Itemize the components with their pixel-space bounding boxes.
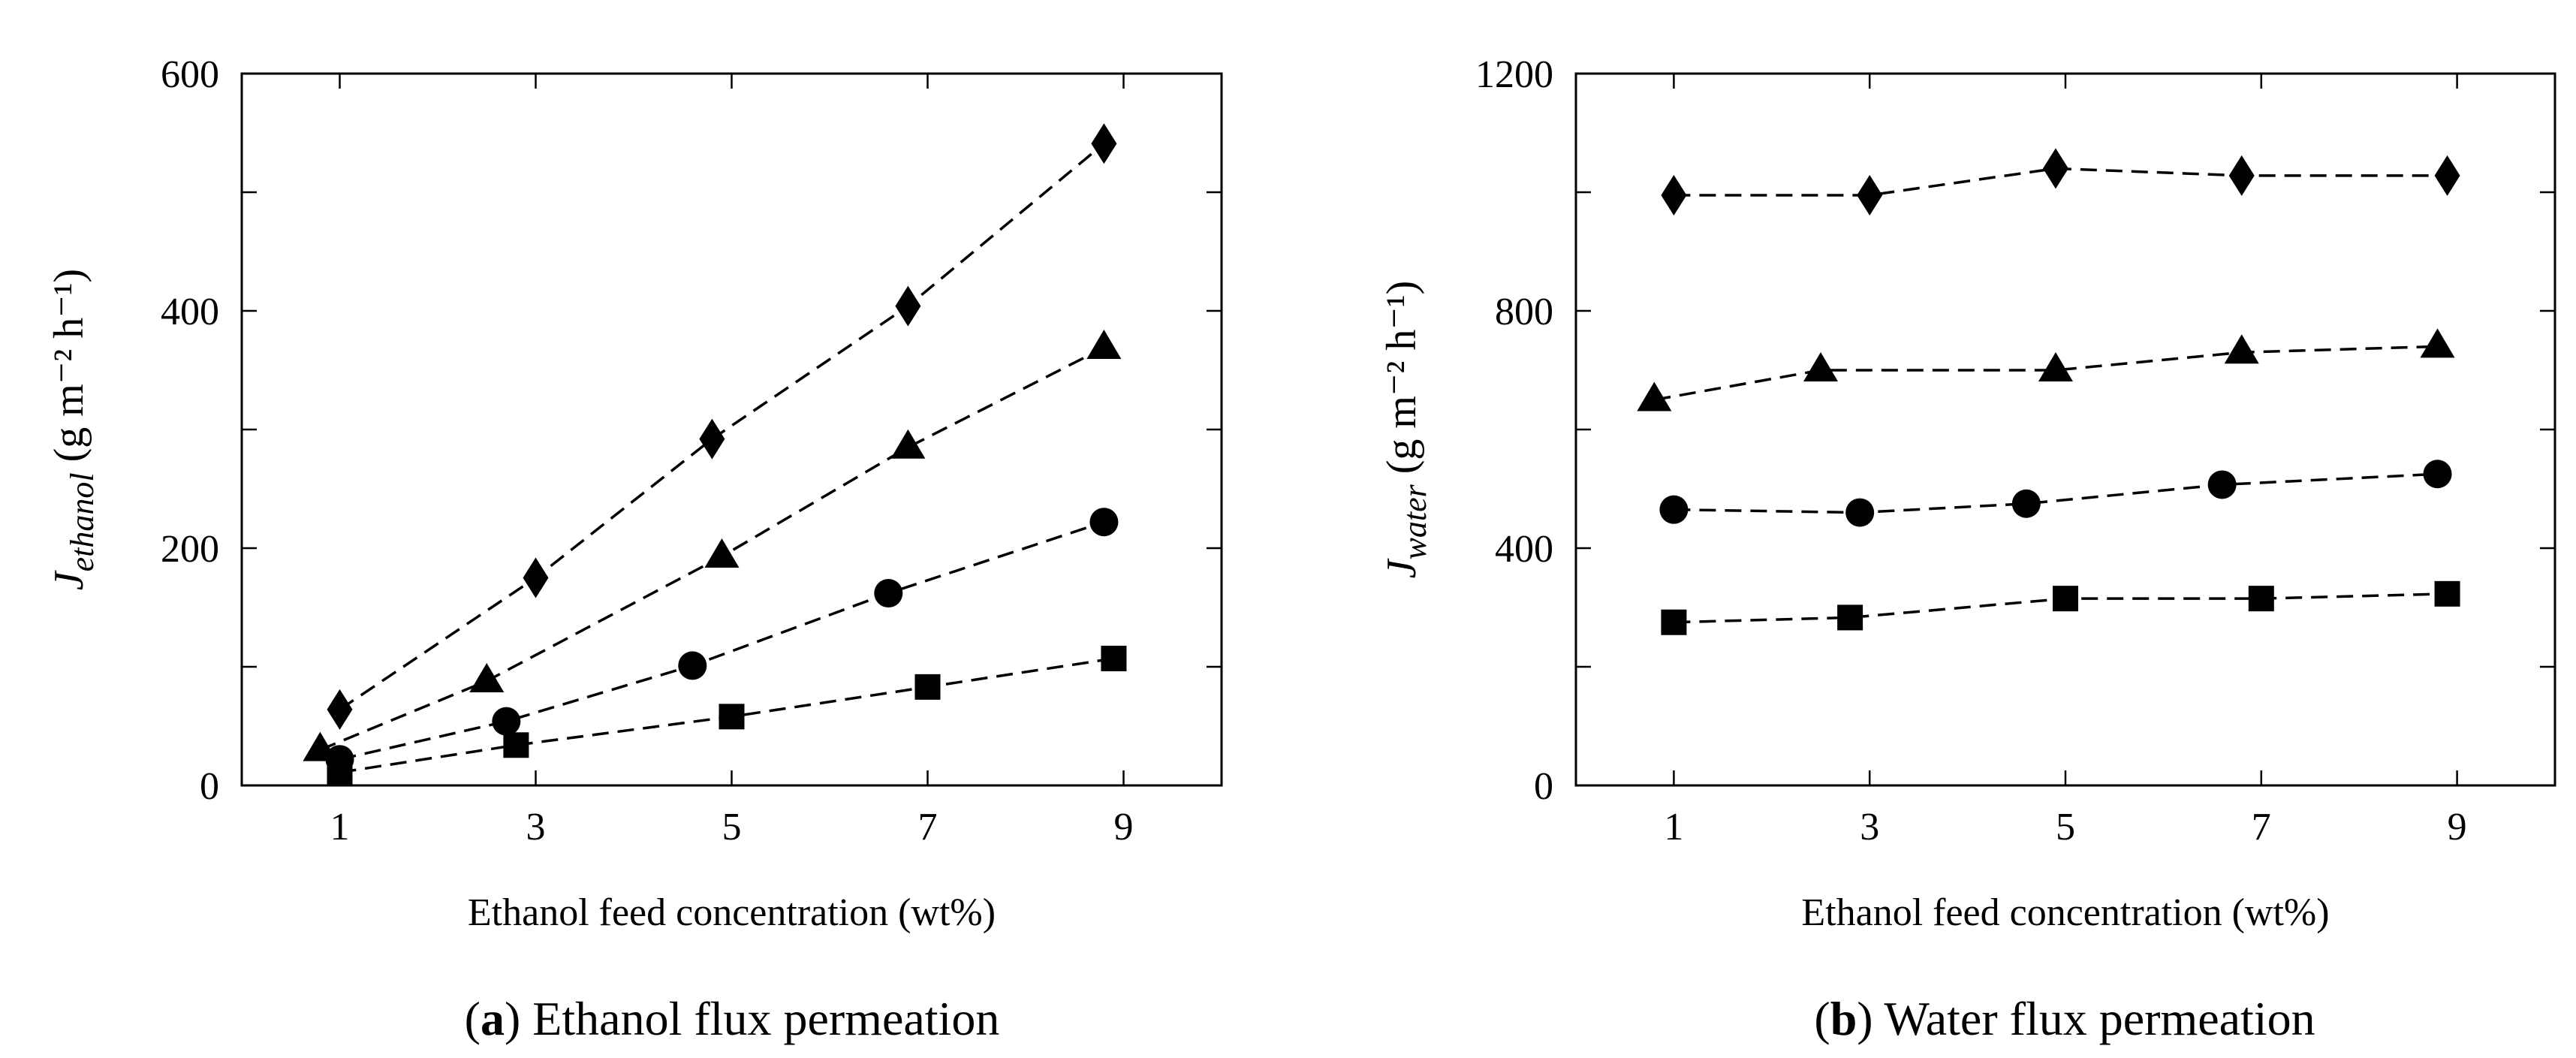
chart-0-series-diamond-point <box>327 689 353 730</box>
chart-0-series-diamond-line <box>339 142 1105 711</box>
chart-1-ytick-label: 400 <box>1495 528 1553 571</box>
chart-0-series-diamond-point <box>523 557 549 598</box>
chart-0-series-square-point <box>914 674 941 700</box>
chart-1-ytick-label: 1200 <box>1475 53 1553 96</box>
chart-1-series-diamond-point <box>1857 174 1883 216</box>
chart-1-series-circle-point <box>1659 495 1689 524</box>
chart-1-series-circle-point <box>2011 489 2041 518</box>
chart-0-y-axis-label-space <box>46 462 92 472</box>
chart-0-xtick-label: 7 <box>918 806 938 849</box>
chart-0-series-circle-point <box>678 651 707 680</box>
chart-1-y-axis-label-unit: (g m⁻² h⁻¹) <box>1378 281 1425 475</box>
chart-0-xtick-label: 3 <box>526 806 546 849</box>
chart-0-series-triangle-point <box>1086 329 1122 359</box>
chart-0-series-triangle-line <box>319 346 1105 752</box>
chart-0-xtick-label: 5 <box>722 806 742 849</box>
chart-0-y-axis-label-sub: ethanol <box>64 472 101 571</box>
chart-1-ytick-label: 0 <box>1534 765 1553 808</box>
chart-0-series-circle-point <box>874 579 903 608</box>
chart-0-series-square-point <box>719 704 745 730</box>
chart-0-ytick-label: 200 <box>161 528 219 571</box>
chart-0-series-square-point <box>1101 645 1127 671</box>
chart-1-series-triangle-point <box>2224 334 2259 364</box>
chart-0-xtick-label: 1 <box>330 806 350 849</box>
chart-0-series-diamond-point <box>895 285 921 327</box>
chart-1-series-diamond-point <box>1661 174 1687 216</box>
chart-0-series-circle-point <box>1089 508 1119 537</box>
chart-1-series-circle-point <box>2423 460 2452 489</box>
chart-0-y-axis-label: Jethanol (g m⁻² h⁻¹) <box>46 269 101 590</box>
chart-1-caption-label: b <box>1830 992 1857 1045</box>
chart-0-ytick-label: 400 <box>161 291 219 333</box>
chart-0-series-triangle-point <box>704 538 740 568</box>
chart-0-ytick-label: 600 <box>161 53 219 96</box>
chart-1-series-diamond-point <box>2228 155 2255 196</box>
chart-0-ytick-label: 0 <box>200 765 219 808</box>
chart-1-series-square-point <box>1661 609 1687 635</box>
chart-0-caption-text: Ethanol flux permeation <box>532 992 999 1045</box>
chart-0-series-circle-point <box>492 707 521 736</box>
chart-1-series-square-point <box>2434 580 2460 607</box>
chart-1-y-axis-label-space <box>1378 474 1425 484</box>
chart-0-series-diamond-point <box>699 418 725 460</box>
chart-1-series-square-point <box>2248 586 2274 612</box>
chart-0-caption: (a) Ethanol flux permeation <box>465 992 1000 1045</box>
chart-0-caption-close: ) <box>505 992 532 1045</box>
chart-0-series-triangle-point <box>469 662 505 692</box>
chart-1-xtick-label: 7 <box>2252 806 2271 849</box>
chart-1-y-axis-label-sub: water <box>1396 484 1433 559</box>
chart-1-y-axis-label: Jwater (g m⁻² h⁻¹) <box>1378 281 1433 579</box>
chart-1-series-diamond-point <box>2434 155 2460 196</box>
chart-1-caption-close: ) <box>1857 992 1884 1045</box>
chart-1-series-triangle-point <box>1637 381 1672 411</box>
chart-0-series-square-point <box>327 759 353 785</box>
chart-1-y-axis-label-main: J <box>1378 557 1425 578</box>
chart-0-frame <box>240 72 1223 787</box>
chart-0-caption-label: a <box>481 992 505 1045</box>
chart-0-series-square-point <box>503 732 529 758</box>
chart-1-x-axis-label: Ethanol feed concentration (wt%) <box>1801 891 2329 934</box>
chart-1-series-square-point <box>1837 604 1863 631</box>
chart-0-y-axis-label-main: J <box>46 569 92 590</box>
chart-0-series-triangle-point <box>890 429 926 459</box>
chart-1-xtick-label: 5 <box>2056 806 2075 849</box>
panel-b-water-flux: 1 3 5 7 9 0 400 800 1200 Ethanol feed concentrati… <box>1378 53 2556 1045</box>
chart-1-series-diamond-point <box>2042 148 2068 189</box>
chart-0-series-diamond-point <box>1091 123 1117 164</box>
chart-1-series-triangle-point <box>2420 328 2455 358</box>
chart-1-xtick-label: 3 <box>1860 806 1879 849</box>
chart-1-ytick-label: 800 <box>1495 291 1553 333</box>
chart-1-series-circle-point <box>1845 498 1875 527</box>
chart-1-series-circle-point <box>2207 470 2237 499</box>
chart-1-caption: (b) Water flux permeation <box>1814 992 2315 1045</box>
chart-1-frame <box>1574 72 2556 787</box>
chart-0-caption-open: ( <box>465 992 481 1045</box>
chart-0-xtick-label: 9 <box>1114 806 1134 849</box>
chart-0-x-axis-label: Ethanol feed concentration (wt%) <box>468 891 996 934</box>
chart-0-y-axis-label-unit: (g m⁻² h⁻¹) <box>46 269 92 463</box>
chart-1-xtick-label: 1 <box>1664 806 1683 849</box>
chart-1-series-triangle-line <box>1654 345 2438 402</box>
chart-1-caption-text: Water flux permeation <box>1884 992 2315 1045</box>
chart-1-series-circle-line <box>1674 472 2438 514</box>
panel-a-ethanol-flux: 1 3 5 7 9 0 200 400 600 Ethanol feed concentratio… <box>46 53 1223 1045</box>
chart-1-caption-open: ( <box>1814 992 1830 1045</box>
chart-1-series-square-point <box>2053 586 2078 612</box>
chart-1-series-triangle-point <box>1803 352 1838 381</box>
chart-1-series-triangle-point <box>2038 352 2073 381</box>
chart-1-xtick-label: 9 <box>2448 806 2467 849</box>
